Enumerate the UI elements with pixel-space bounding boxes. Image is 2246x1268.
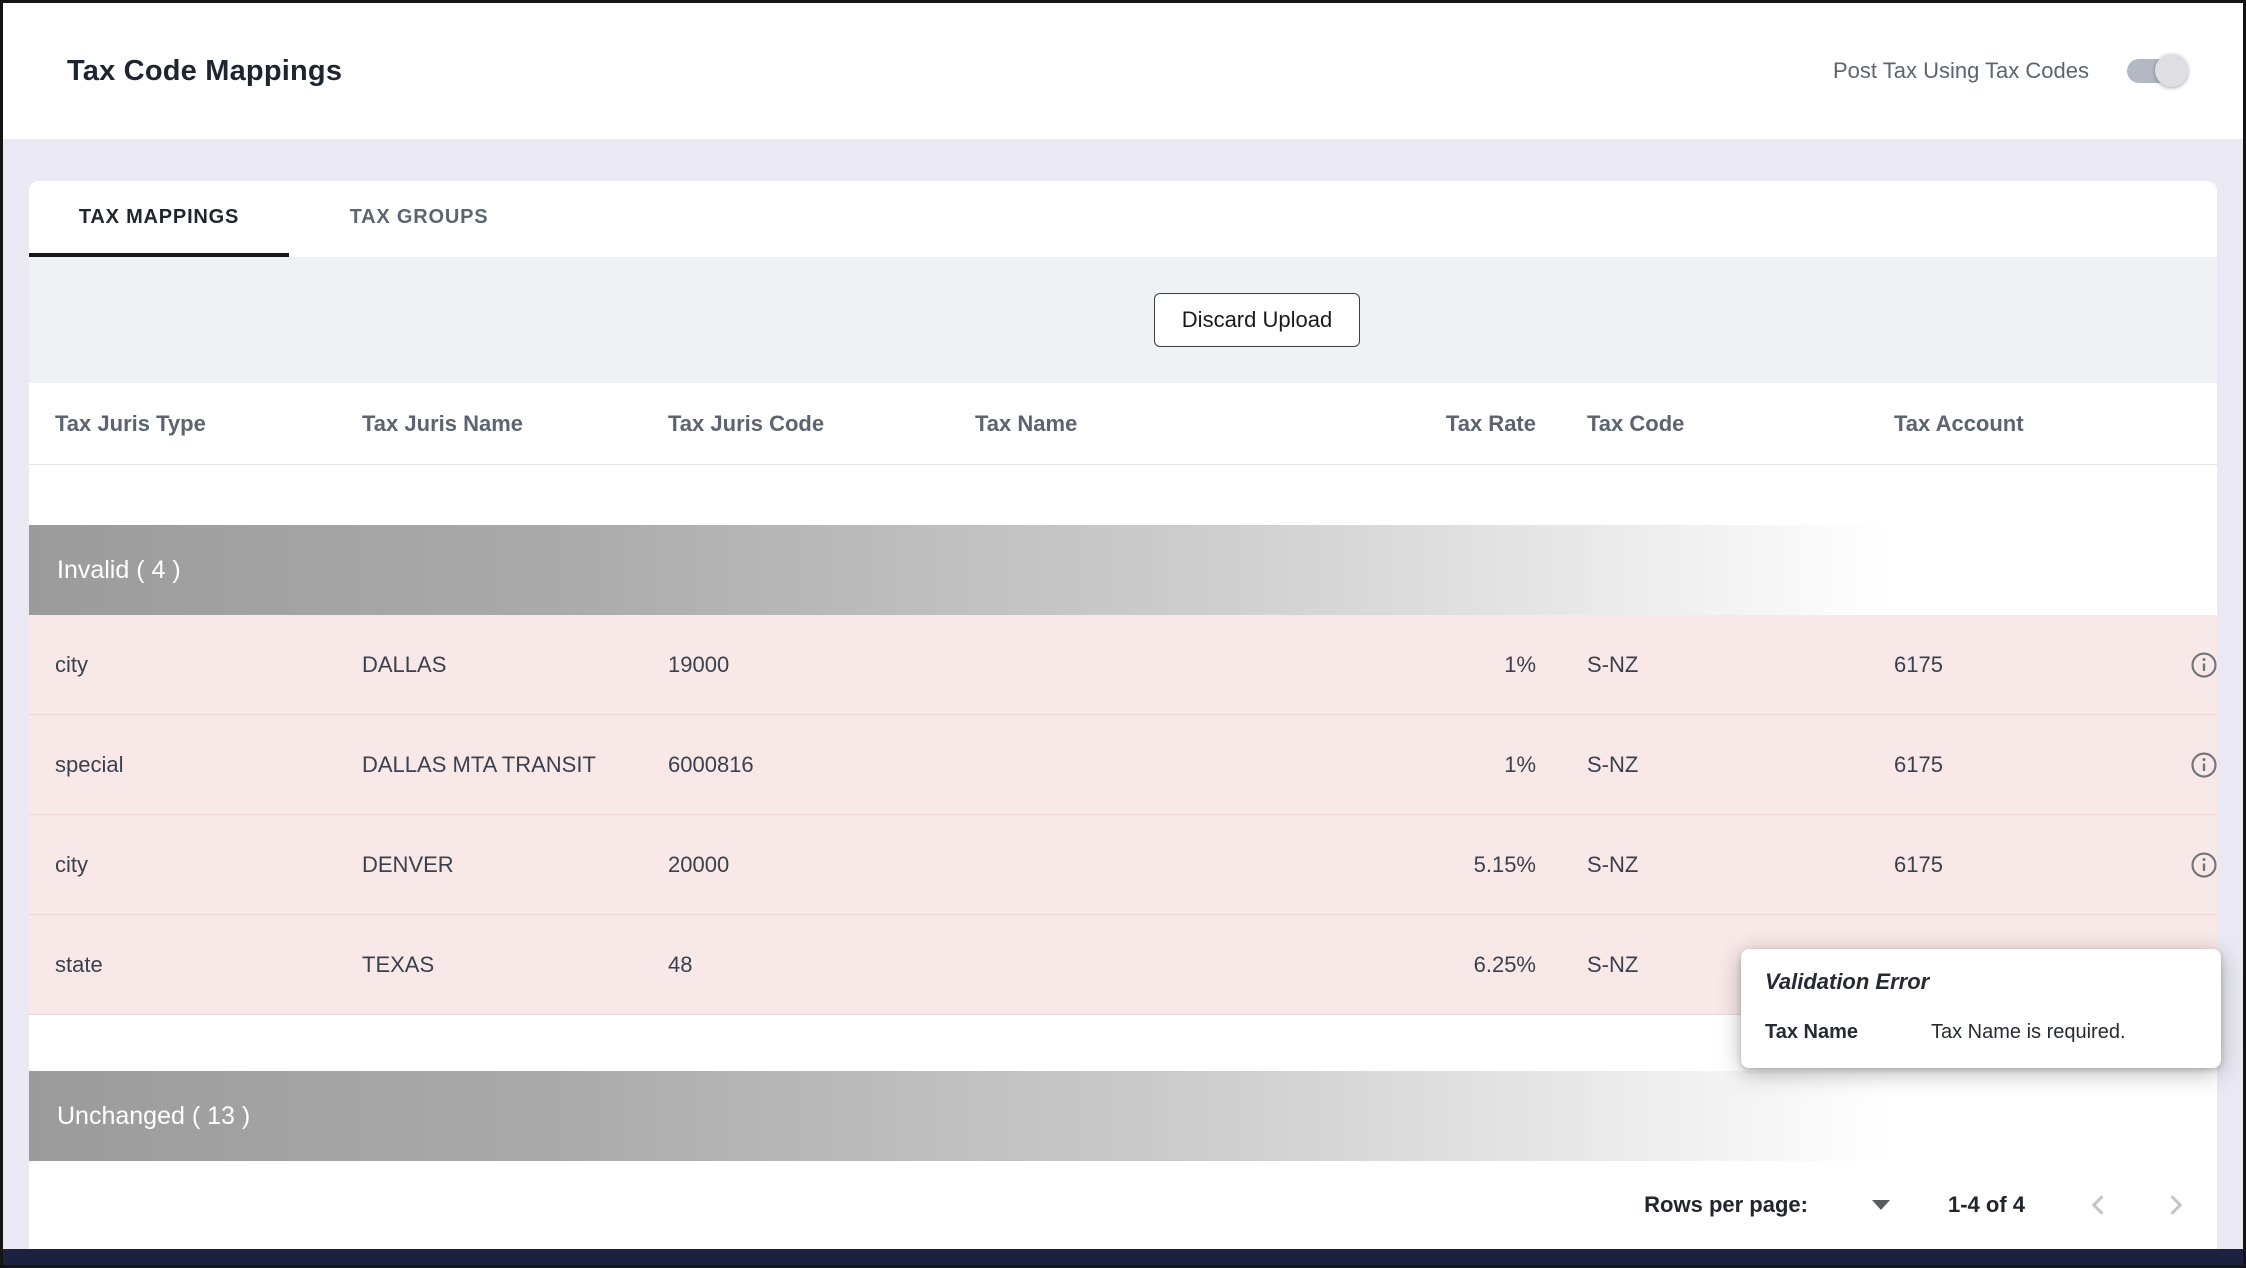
cell-tax-juris-type: city [55,651,88,677]
column-header-tax-code: Tax Code [1587,410,1685,436]
tax-mappings-card: TAX MAPPINGS TAX GROUPS Discard Upload T… [29,181,2217,1249]
previous-page-button[interactable] [2081,1188,2115,1222]
tooltip-title: Validation Error [1765,969,1930,994]
tab-tax-mappings[interactable]: TAX MAPPINGS [29,181,289,257]
cell-tax-code: S-NZ [1587,651,1639,677]
tooltip-body: Tax Name Tax Name is required. [1765,1021,2197,1044]
cell-tax-rate: 6.25% [1473,951,1536,977]
cell-tax-code: S-NZ [1587,951,1639,977]
page-header: Tax Code Mappings Post Tax Using Tax Cod… [3,3,2243,139]
cell-tax-juris-name: TEXAS [362,951,435,977]
section-header-invalid: Invalid ( 4 ) [29,525,2217,615]
section-label: Unchanged ( 13 ) [57,1101,251,1130]
validation-error-tooltip: Validation Error Tax Name Tax Name is re… [1741,949,2221,1068]
cell-tax-juris-type: state [55,951,103,977]
table-row: city DALLAS 19000 1% S-NZ 6175 [29,615,2217,715]
info-icon[interactable] [2189,650,2217,680]
cell-tax-rate: 1% [1504,751,1536,777]
next-page-button[interactable] [2159,1188,2193,1222]
pagination-range: 1-4 of 4 [1947,1192,2025,1217]
cell-tax-juris-code: 20000 [668,851,730,877]
page-title: Tax Code Mappings [67,54,343,87]
post-tax-toggle-switch[interactable] [2127,54,2188,87]
cell-tax-code: S-NZ [1587,851,1639,877]
column-header-tax-juris-code: Tax Juris Code [668,410,825,436]
post-tax-toggle-label: Post Tax Using Tax Codes [1833,58,2089,83]
upload-toolbar: Discard Upload [29,257,2217,383]
table-body-spacer [29,465,2217,525]
rows-per-page-label: Rows per page: [1644,1192,1808,1217]
table-row: special DALLAS MTA TRANSIT 6000816 1% S-… [29,715,2217,815]
table-header-row: Tax Juris Type Tax Juris Name Tax Juris … [29,383,2217,465]
cell-tax-juris-code: 48 [668,951,693,977]
tooltip-field-label: Tax Name [1765,1021,1859,1043]
cell-tax-rate: 1% [1504,651,1536,677]
cell-tax-rate: 5.15% [1473,851,1536,877]
cell-tax-juris-type: city [55,851,88,877]
section-header-unchanged: Unchanged ( 13 ) [29,1071,2217,1161]
column-header-tax-juris-type: Tax Juris Type [55,410,206,436]
page-background-band [3,139,2243,181]
cell-tax-juris-type: special [55,751,124,777]
section-label: Invalid ( 4 ) [57,555,181,584]
cell-tax-account: 6175 [1894,651,1943,677]
cell-tax-account: 6175 [1894,851,1943,877]
cell-tax-juris-name: DALLAS [362,651,447,677]
tooltip-message: Tax Name is required. [1931,1021,2126,1043]
bottom-bar [3,1249,2243,1265]
column-header-tax-name: Tax Name [975,410,1078,436]
column-header-tax-juris-name: Tax Juris Name [362,410,524,436]
cell-tax-juris-code: 6000816 [668,751,754,777]
cell-tax-juris-code: 19000 [668,651,730,677]
table-row: city DENVER 20000 5.15% S-NZ 6175 [29,815,2217,915]
post-tax-toggle-group: Post Tax Using Tax Codes [1833,54,2188,87]
toggle-knob-icon [2155,54,2188,87]
column-header-tax-account: Tax Account [1894,410,2024,436]
rows-per-page-dropdown-caret-icon[interactable] [1871,1200,1890,1210]
info-icon[interactable] [2189,850,2217,880]
cell-tax-account: 6175 [1894,751,1943,777]
cell-tax-code: S-NZ [1587,751,1639,777]
cell-tax-juris-name: DENVER [362,851,454,877]
discard-upload-button[interactable]: Discard Upload [1153,293,1361,347]
column-header-tax-rate: Tax Rate [1445,410,1536,436]
tab-bar: TAX MAPPINGS TAX GROUPS [29,181,2217,257]
pagination-bar: Rows per page: 1-4 of 4 [29,1161,2217,1249]
cell-tax-juris-name: DALLAS MTA TRANSIT [362,751,596,777]
info-icon[interactable] [2189,750,2217,780]
tab-tax-groups[interactable]: TAX GROUPS [349,205,489,228]
